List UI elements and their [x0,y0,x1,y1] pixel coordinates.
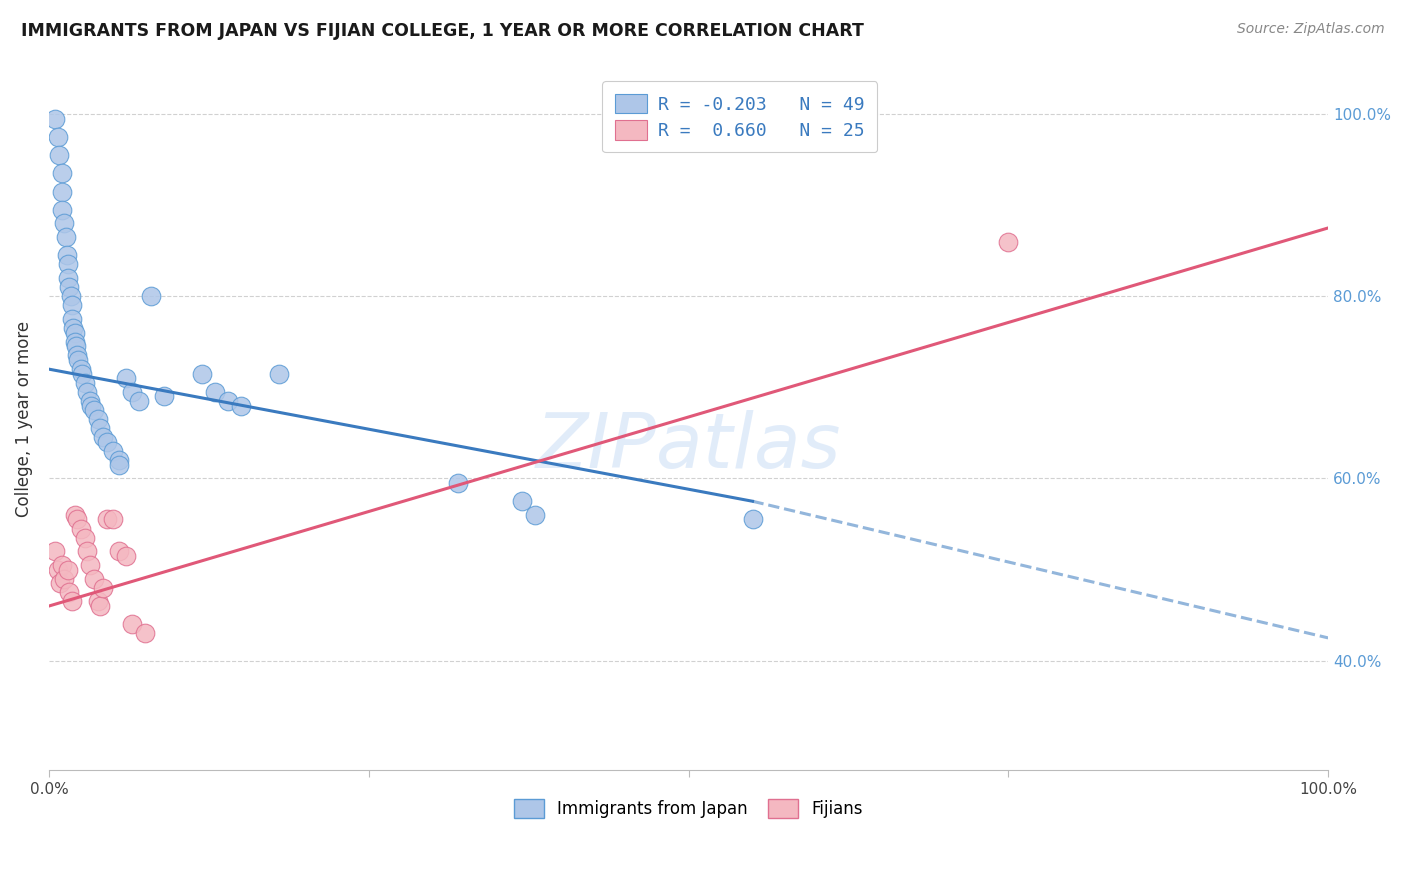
Point [89,599,111,613]
Point [114,549,136,563]
Point [66,349,89,363]
Point [70,367,93,381]
Point [191,367,214,381]
Point [108,458,131,472]
Point [60,312,83,326]
Point [56,271,79,285]
Y-axis label: College, 1 year or more: College, 1 year or more [15,321,32,517]
Point [51,166,73,180]
Text: IMMIGRANTS FROM JAPAN VS FIJIAN COLLEGE, 1 YEAR OR MORE CORRELATION CHART: IMMIGRANTS FROM JAPAN VS FIJIAN COLLEGE,… [21,22,863,40]
Point [73,531,96,545]
Point [76,544,98,558]
Point [76,384,98,399]
Point [96,435,118,450]
Point [79,558,101,572]
Point [44,112,66,126]
Point [49,576,72,591]
Point [59,289,82,303]
Point [101,444,124,458]
Point [51,558,73,572]
Point [63,326,86,340]
Point [70,362,93,376]
Point [91,581,114,595]
Point [62,321,84,335]
Point [134,626,156,640]
Point [204,384,226,399]
Point [86,412,108,426]
Legend: Immigrants from Japan, Fijians: Immigrants from Japan, Fijians [508,793,870,825]
Point [63,334,86,349]
Point [56,248,79,262]
Point [80,399,103,413]
Point [121,384,143,399]
Point [83,403,105,417]
Point [128,394,150,409]
Text: Source: ZipAtlas.com: Source: ZipAtlas.com [1237,22,1385,37]
Point [55,230,77,244]
Point [86,594,108,608]
Point [229,399,252,413]
Point [58,585,80,599]
Point [51,185,73,199]
Point [56,257,79,271]
Point [79,394,101,409]
Point [73,376,96,390]
Point [65,339,87,353]
Point [524,508,547,522]
Point [66,512,89,526]
Point [56,563,79,577]
Point [53,216,76,230]
Point [153,389,176,403]
Point [60,298,83,312]
Point [46,563,69,577]
Point [447,476,470,491]
Point [63,508,86,522]
Point [91,430,114,444]
Point [217,394,239,409]
Text: ZIPatlas: ZIPatlas [536,410,841,484]
Point [141,289,163,303]
Point [997,235,1019,249]
Point [44,544,66,558]
Point [83,572,105,586]
Point [46,129,69,144]
Point [70,522,93,536]
Point [53,572,76,586]
Point [741,512,763,526]
Point [48,148,70,162]
Point [60,594,83,608]
Point [108,544,131,558]
Point [114,371,136,385]
Point [67,353,90,368]
Point [108,453,131,467]
Point [510,494,533,508]
Point [96,512,118,526]
Point [89,421,111,435]
Point [58,280,80,294]
Point [269,367,291,381]
Point [101,512,124,526]
Point [121,617,143,632]
Point [51,202,73,217]
